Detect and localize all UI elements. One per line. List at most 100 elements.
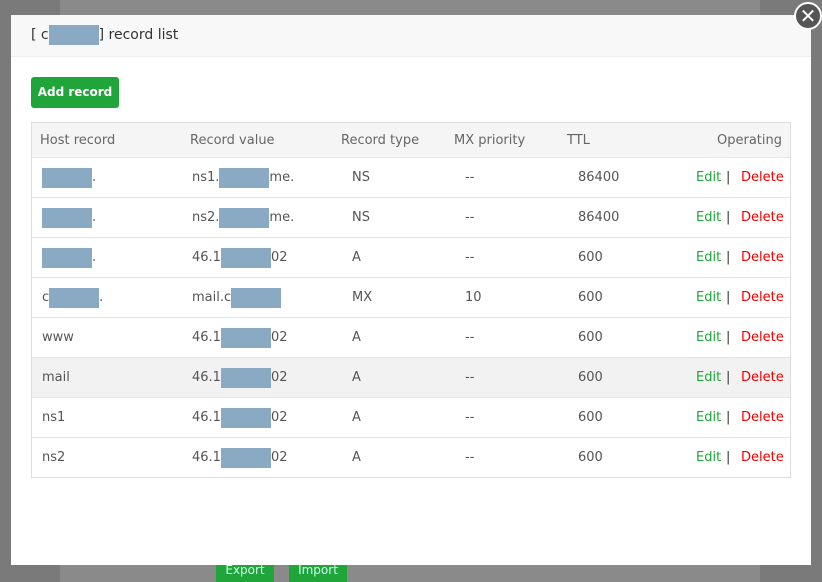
table-cell: 600 <box>578 410 603 425</box>
redaction <box>220 407 271 428</box>
redaction <box>220 327 271 348</box>
redaction <box>42 167 92 188</box>
header-cell: MX priority <box>454 132 526 148</box>
table-cell: 86400 <box>578 170 620 185</box>
close-button[interactable]: ✕ <box>794 2 822 30</box>
table-cell: A <box>352 410 361 425</box>
table-cell: 46.1 02 <box>192 238 288 277</box>
separator: | <box>726 330 731 345</box>
table-row: mail 46.1 02 A -- 600 Edit | Delete <box>32 357 790 397</box>
table-cell: -- <box>465 410 475 425</box>
dialog-header: [ c] record list <box>11 15 811 57</box>
delete-link[interactable]: Delete <box>741 290 784 305</box>
cell-text: mail <box>42 370 70 385</box>
separator: | <box>726 250 731 265</box>
delete-link[interactable]: Delete <box>741 250 784 265</box>
table-cell: NS <box>352 170 370 185</box>
delete-link[interactable]: Delete <box>741 210 784 225</box>
add-record-button[interactable]: Add record <box>31 77 119 108</box>
header-row: Host record Record value Record type MX pri… <box>32 123 790 157</box>
table-cell: -- <box>465 250 475 265</box>
redaction <box>42 247 92 268</box>
edit-link[interactable]: Edit <box>696 330 722 345</box>
separator: | <box>726 290 731 305</box>
table-cell: 600 <box>578 450 603 465</box>
table-cell: 10 <box>465 290 482 305</box>
cell-text: ns1 <box>42 410 66 425</box>
edit-link[interactable]: Edit <box>696 250 722 265</box>
table-row: c. mail.c MX 10 600 Edit | Delete <box>32 277 790 317</box>
table-cell: 46.1 02 <box>192 318 288 357</box>
table-cell: mail.c <box>192 278 282 317</box>
delete-link[interactable]: Delete <box>741 410 784 425</box>
redaction <box>219 167 270 188</box>
table-row: . 46.1 02 A -- 600 Edit | Delete <box>32 237 790 277</box>
edit-link[interactable]: Edit <box>696 290 722 305</box>
table-cell: 600 <box>578 330 603 345</box>
redaction <box>220 247 271 268</box>
cell-text: me. <box>269 210 295 225</box>
redaction <box>219 207 270 228</box>
cell-text: 02 <box>270 450 288 465</box>
table-cell: -- <box>465 370 475 385</box>
edit-link[interactable]: Edit <box>696 370 722 385</box>
table-cell: ns2 <box>42 438 65 477</box>
edit-link[interactable]: Edit <box>696 450 722 465</box>
cell-text: . <box>92 250 97 265</box>
edit-link[interactable]: Edit <box>696 170 722 185</box>
delete-link[interactable]: Delete <box>741 170 784 185</box>
cell-text: c <box>42 290 50 305</box>
cell-text: . <box>92 170 97 185</box>
cell-text: 02 <box>270 330 288 345</box>
table-cell: mail <box>42 358 70 397</box>
cell-text: www <box>42 330 74 345</box>
redaction <box>220 367 271 388</box>
table-cell: ns1 <box>42 398 65 437</box>
header-cell: Record value <box>190 132 275 148</box>
table-row: ns1 46.1 02 A -- 600 Edit | Delete <box>32 397 790 437</box>
cell-text: 02 <box>270 410 288 425</box>
delete-link[interactable]: Delete <box>741 370 784 385</box>
cell-text: ns2 <box>42 450 66 465</box>
title-part: ] record list <box>98 27 179 43</box>
header-cell: Record type <box>341 132 420 148</box>
table-cell: 600 <box>578 370 603 385</box>
dialog-title: [ c] record list <box>11 25 179 45</box>
cell-text: ns2. <box>192 210 220 225</box>
table-row: ns2 46.1 02 A -- 600 Edit | Delete <box>32 437 790 477</box>
table-cell: ns2. me. <box>192 198 294 237</box>
table-cell: NS <box>352 210 370 225</box>
table-cell: www <box>42 318 74 357</box>
separator: | <box>726 410 731 425</box>
separator: | <box>726 170 731 185</box>
table-cell: 600 <box>578 250 603 265</box>
cell-text: . <box>92 210 97 225</box>
edit-link[interactable]: Edit <box>696 410 722 425</box>
separator: | <box>726 370 731 385</box>
cell-text: 46.1 <box>192 450 221 465</box>
table-row: . ns1. me. NS -- 86400 Edit | Delete <box>32 157 790 197</box>
table-cell: 86400 <box>578 210 620 225</box>
redaction <box>42 207 92 228</box>
table-cell: . <box>42 238 96 277</box>
table-cell: . <box>42 198 96 237</box>
redaction <box>49 287 100 308</box>
edit-link[interactable]: Edit <box>696 210 722 225</box>
record-table: Host record Record value Record type MX pri… <box>31 122 791 478</box>
table-cell: 46.1 02 <box>192 438 288 477</box>
table-cell: -- <box>465 170 475 185</box>
separator: | <box>726 210 731 225</box>
cell-text: me. <box>269 170 295 185</box>
delete-link[interactable]: Delete <box>741 330 784 345</box>
delete-link[interactable]: Delete <box>741 450 784 465</box>
cell-text: . <box>99 290 104 305</box>
table-cell: 46.1 02 <box>192 398 288 437</box>
table-cell: c. <box>42 278 103 317</box>
header-cell: Operating <box>717 132 782 148</box>
table-cell: -- <box>465 330 475 345</box>
table-cell: A <box>352 250 361 265</box>
cell-text: 02 <box>270 250 288 265</box>
dialog: [ c] record list Add record Host record R… <box>11 15 811 565</box>
table-row: www 46.1 02 A -- 600 Edit | Delete <box>32 317 790 357</box>
